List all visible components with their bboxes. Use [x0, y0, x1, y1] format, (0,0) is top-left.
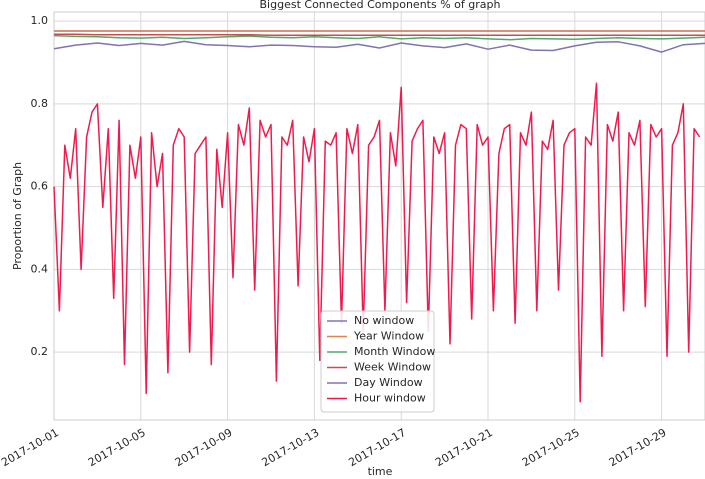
- chart-title: Biggest Connected Components % of graph: [260, 0, 501, 11]
- series-line: [53, 40, 705, 53]
- y-tick-label: 1.0: [31, 14, 49, 27]
- lines: [53, 30, 705, 403]
- y-tick-label: 0.2: [31, 345, 49, 358]
- y-axis-label: Proportion of Graph: [11, 162, 24, 270]
- grid: [53, 11, 705, 421]
- legend-label: Week Window: [354, 361, 431, 374]
- legend-label: No window: [354, 314, 414, 327]
- legend-box: [320, 310, 435, 413]
- y-tick-label: 0.4: [31, 262, 49, 275]
- plot-frame: [53, 11, 705, 421]
- series-line: [53, 82, 701, 403]
- legend-label: Month Window: [354, 345, 435, 358]
- y-tick-label: 0.8: [31, 97, 49, 110]
- legend-label: Day Window: [354, 376, 423, 389]
- legend-label: Year Window: [353, 330, 424, 343]
- series-line: [54, 33, 705, 36]
- legend: No window Year Window Month Window Week Win…: [320, 310, 435, 413]
- legend-label: Hour window: [354, 392, 426, 405]
- series-line: [53, 34, 705, 41]
- y-tick-label: 0.6: [31, 180, 49, 193]
- x-axis-label: time: [368, 465, 393, 478]
